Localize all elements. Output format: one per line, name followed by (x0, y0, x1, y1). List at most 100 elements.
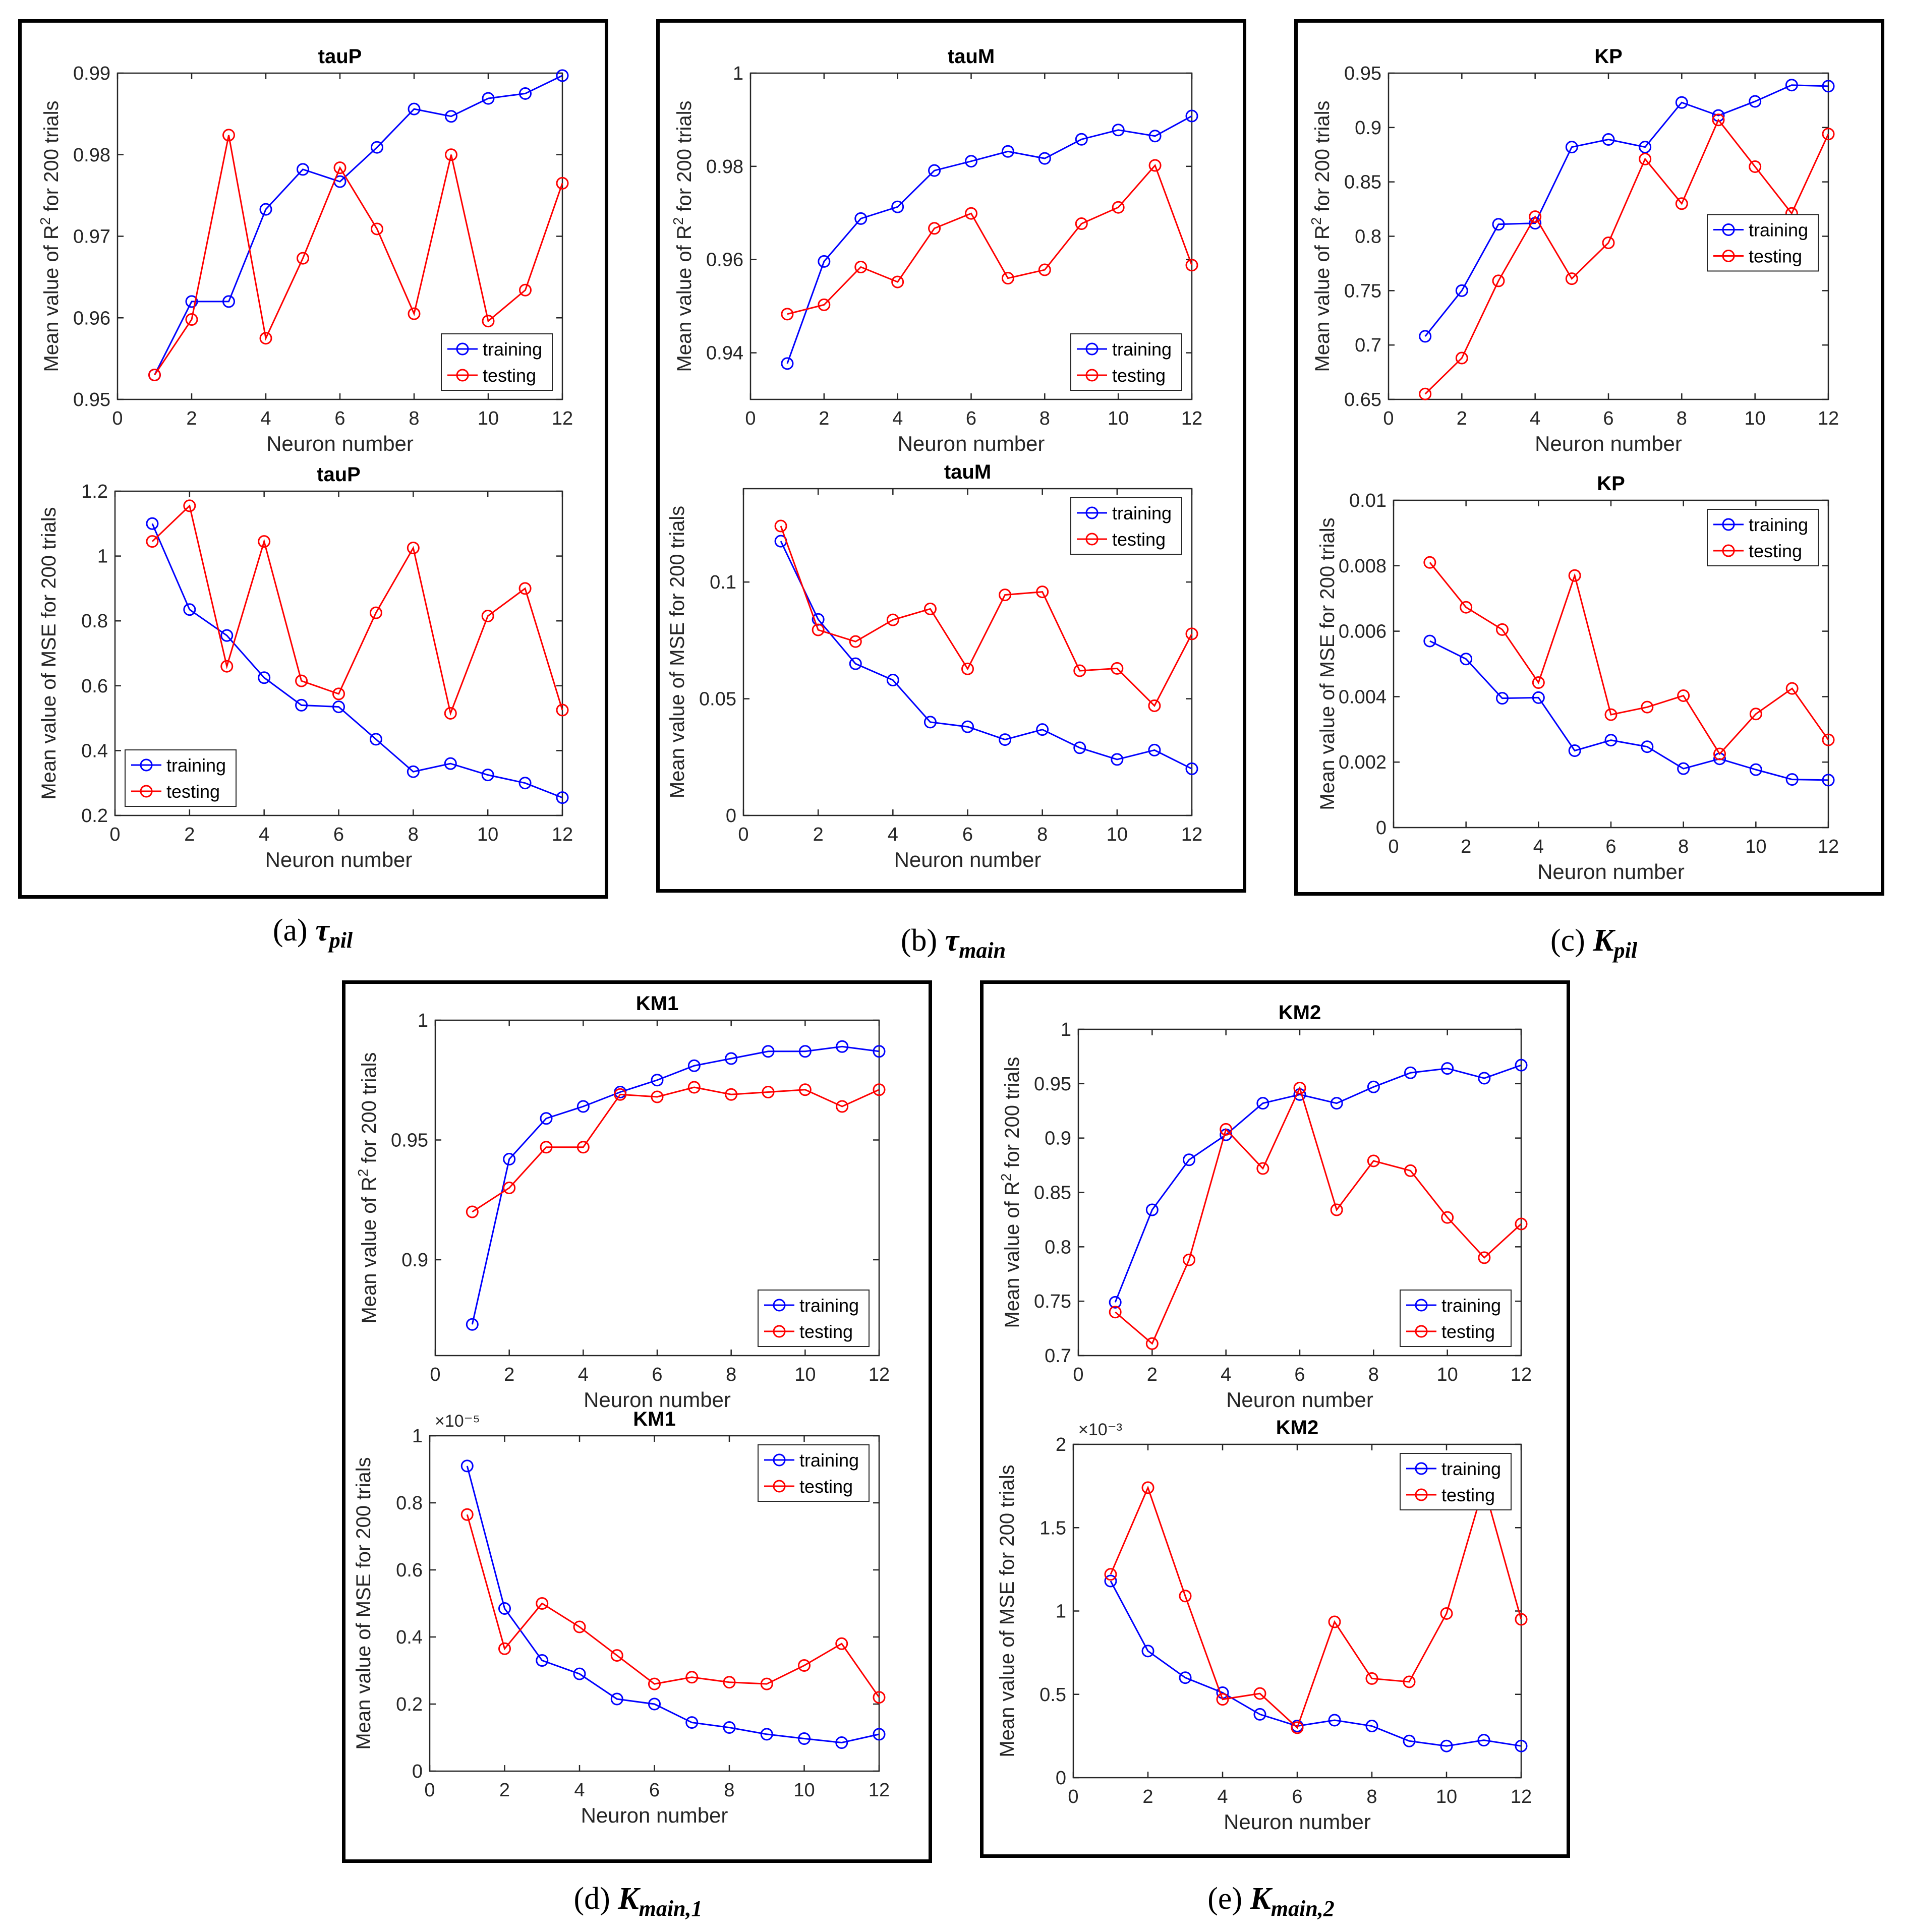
legend-frame (758, 1444, 870, 1502)
data-point-training (1365, 1720, 1378, 1733)
data-point-testing (148, 368, 161, 381)
series-line-testing (1424, 118, 1829, 395)
legend: training testing (125, 749, 237, 807)
data-point-training (408, 102, 421, 115)
y-tick-label: 0.01 (1349, 490, 1387, 511)
data-point-testing (928, 222, 941, 235)
data-point-training (1822, 80, 1835, 93)
x-tick-label: 0 (112, 408, 123, 429)
data-point-testing (556, 704, 569, 717)
data-point-training (818, 255, 831, 268)
y-tick-label: 0.008 (1339, 556, 1387, 577)
x-tick-label: 6 (1605, 836, 1616, 857)
data-point-testing (1492, 274, 1505, 287)
data-point-training (1455, 284, 1468, 297)
data-point-testing (648, 1677, 661, 1690)
data-point-training (1185, 109, 1198, 123)
legend-frame (1400, 1290, 1512, 1347)
caption-prefix: (d) (573, 1882, 618, 1916)
data-point-testing (1419, 387, 1432, 400)
data-point-training (1073, 741, 1086, 754)
x-tick-label: 12 (1181, 824, 1202, 845)
legend-marker-training (1085, 506, 1099, 519)
data-point-training (849, 657, 862, 670)
y-tick-label: 0.9 (1045, 1128, 1071, 1149)
data-point-training (1109, 1296, 1122, 1309)
chart-title: tauP (318, 45, 362, 68)
data-point-testing (610, 1649, 623, 1662)
y-axis-label: Mean value of R2 for 200 trials (670, 100, 696, 372)
y-tick-label: 0 (1376, 817, 1387, 839)
data-point-testing (220, 660, 234, 673)
x-tick-label: 10 (793, 1780, 815, 1801)
y-tick-label: 0.1 (710, 572, 736, 593)
data-point-training (781, 357, 794, 370)
data-point-testing (1073, 664, 1086, 677)
data-point-testing (614, 1088, 627, 1101)
caption-symbol: K (1250, 1882, 1271, 1916)
x-tick-label: 4 (259, 824, 269, 845)
x-tick-label: 4 (1530, 408, 1540, 429)
data-point-training (445, 110, 457, 123)
legend-marker-testing (1722, 544, 1735, 557)
x-tick-label: 0 (1068, 1786, 1078, 1807)
y-axis-label: Mean value of MSE for 200 trials (666, 506, 688, 798)
legend-label-training: training (1441, 1458, 1501, 1479)
data-point-training (1515, 1739, 1528, 1752)
data-point-testing (723, 1676, 736, 1689)
x-tick-label: 0 (430, 1364, 440, 1385)
data-point-testing (407, 542, 420, 555)
data-point-testing (818, 298, 831, 311)
y-axis-label: Mean value of R2 for 200 trials (355, 1052, 380, 1323)
data-point-testing (1148, 699, 1161, 712)
x-tick-label: 2 (1142, 1786, 1153, 1807)
data-point-training (1367, 1080, 1380, 1093)
data-point-testing (460, 1508, 474, 1521)
legend-label-testing: testing (1112, 529, 1166, 550)
caption-prefix: (c) (1550, 923, 1593, 958)
y-tick-label: 0.006 (1339, 621, 1387, 642)
data-point-testing (445, 148, 457, 161)
x-tick-label: 0 (1388, 836, 1399, 857)
data-point-testing (1328, 1615, 1341, 1628)
data-point-testing (1291, 1721, 1304, 1734)
x-tick-label: 6 (966, 408, 976, 429)
data-point-training (1478, 1072, 1491, 1085)
data-point-training (685, 1716, 699, 1729)
caption-symbol: K (1593, 923, 1614, 958)
x-axis-label: Neuron number (1224, 1810, 1371, 1834)
data-point-training (332, 700, 345, 714)
x-axis-label: Neuron number (894, 848, 1042, 871)
series-line-testing (154, 135, 563, 376)
y-tick-label: 0.4 (81, 740, 108, 762)
data-point-testing (1423, 556, 1436, 569)
x-tick-label: 0 (745, 408, 756, 429)
y-tick-label: 0.85 (1344, 172, 1381, 193)
data-point-testing (685, 1671, 699, 1684)
x-tick-label: 4 (574, 1780, 585, 1801)
legend: training testing (758, 1444, 870, 1502)
caption-subscript: main (959, 938, 1006, 963)
data-point-testing (536, 1597, 549, 1610)
data-point-testing (873, 1083, 886, 1096)
data-point-training (460, 1459, 474, 1473)
x-tick-label: 10 (1107, 824, 1128, 845)
y-axis-label: Mean value of R2 for 200 trials (1308, 100, 1334, 372)
legend-frame (758, 1290, 870, 1347)
data-point-testing (1515, 1613, 1528, 1626)
y-tick-label: 0.4 (396, 1627, 423, 1648)
data-point-training (1404, 1066, 1417, 1079)
series-line-testing (780, 525, 1193, 707)
data-point-training (1604, 734, 1618, 747)
legend-marker-training (1722, 518, 1735, 531)
data-point-testing (444, 707, 457, 720)
data-point-training (466, 1318, 479, 1331)
legend-marker-testing (773, 1325, 786, 1338)
data-point-testing (1253, 1687, 1266, 1700)
legend: training testing (1707, 509, 1819, 566)
data-point-training (1515, 1059, 1528, 1072)
data-point-testing (1185, 259, 1198, 272)
data-point-testing (185, 313, 198, 326)
legend-marker-training (1415, 1299, 1428, 1312)
data-point-testing (556, 177, 569, 190)
